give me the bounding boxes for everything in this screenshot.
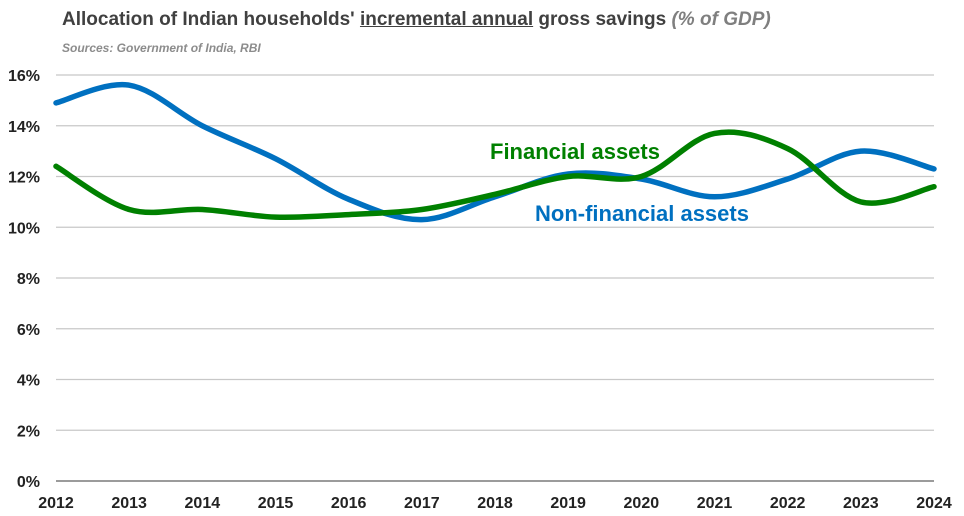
series-label-financial-assets: Financial assets [490, 139, 660, 164]
x-axis-tick-labels: 2012 2013 2014 2015 2016 2017 2018 2019 2020 2021… [38, 495, 952, 512]
x-tick-label: 2017 [404, 495, 440, 512]
x-tick-label: 2018 [477, 495, 513, 512]
title-part-2: gross savings [533, 9, 672, 30]
gridlines [56, 74, 934, 482]
y-tick-label: 2% [17, 423, 40, 440]
y-axis-tick-labels: 0% 2% 4% 6% 8% 10% 12% 14% 16% [8, 68, 40, 491]
y-tick-label: 12% [8, 170, 40, 187]
y-tick-label: 10% [8, 220, 40, 237]
x-tick-label: 2022 [770, 495, 806, 512]
x-tick-label: 2016 [331, 495, 367, 512]
chart-title: Allocation of Indian households' increme… [62, 9, 771, 31]
series-label-non-financial-assets: Non-financial assets [535, 201, 749, 226]
series-line-financial-assets [53, 129, 937, 221]
x-tick-label: 2023 [843, 495, 879, 512]
series-lines [53, 81, 937, 223]
y-tick-label: 16% [8, 68, 40, 85]
x-tick-label: 2012 [38, 495, 74, 512]
x-tick-label: 2021 [697, 495, 733, 512]
title-part-1: Allocation of Indian households' [62, 9, 360, 30]
title-underlined-part: incremental annual [359, 9, 534, 30]
y-tick-label: 6% [17, 322, 40, 339]
series-labels: Non-financial assets Financial assets [490, 139, 749, 226]
y-tick-label: 14% [8, 119, 40, 136]
x-tick-label: 2024 [916, 495, 952, 512]
y-tick-label: 8% [17, 271, 40, 288]
title-unit: (% of GDP) [671, 9, 771, 30]
x-tick-label: 2020 [624, 495, 660, 512]
x-tick-label: 2013 [111, 495, 147, 512]
x-tick-label: 2015 [258, 495, 294, 512]
y-tick-label: 4% [17, 373, 40, 390]
chart-source: Sources: Government of India, RBI [62, 41, 261, 55]
x-tick-label: 2014 [185, 495, 221, 512]
y-tick-label: 0% [17, 474, 40, 491]
x-tick-label: 2019 [550, 495, 586, 512]
